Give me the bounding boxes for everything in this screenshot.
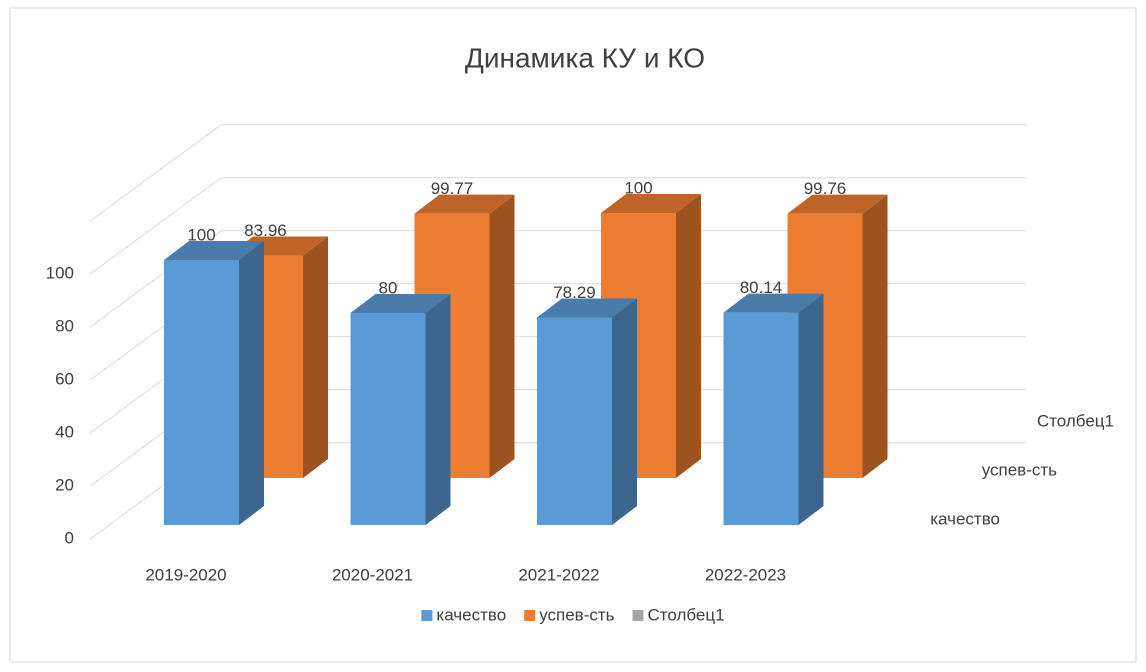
chart-title: Динамика КУ и КО xyxy=(465,42,705,73)
bar-side xyxy=(303,236,328,478)
y-tick-label: 100 xyxy=(46,264,74,283)
legend-swatch xyxy=(524,610,536,621)
x-tick-label: 2021-2022 xyxy=(518,565,599,584)
data-label: 80.14 xyxy=(740,278,783,297)
data-label: 78.29 xyxy=(553,283,596,302)
legend-label: Столбец1 xyxy=(648,605,725,624)
bar-top xyxy=(350,294,451,313)
data-label: 80 xyxy=(379,278,398,297)
bar-side xyxy=(676,194,701,478)
data-label: 99.76 xyxy=(804,179,847,198)
bar-side xyxy=(612,298,637,525)
depth-label: качество xyxy=(930,509,1000,528)
x-tick-label: 2020-2021 xyxy=(332,565,413,584)
y-tick-label: 80 xyxy=(55,317,74,336)
bar-top xyxy=(537,298,637,318)
legend-label: успев-сть xyxy=(539,605,614,624)
y-tick-label: 0 xyxy=(65,529,74,548)
depth-label: Столбец1 xyxy=(1037,411,1114,430)
depth-label: успев-сть xyxy=(982,460,1057,479)
data-label: 83.96 xyxy=(244,221,287,240)
bar-top xyxy=(164,241,264,260)
y-tick-label: 40 xyxy=(55,423,74,442)
data-label: 100 xyxy=(187,225,215,244)
wall-top xyxy=(89,124,1026,222)
legend-swatch xyxy=(421,610,433,621)
bar-side xyxy=(862,194,888,479)
y-tick-label: 20 xyxy=(55,476,74,495)
legend-swatch xyxy=(632,610,644,621)
grid-line xyxy=(89,177,1026,275)
bar-side xyxy=(489,194,515,478)
bar-side xyxy=(798,293,824,525)
bar-top xyxy=(601,194,701,213)
legend-label: качество xyxy=(436,605,506,624)
data-label: 100 xyxy=(624,178,652,197)
bar-side xyxy=(239,241,264,525)
y-tick-label: 60 xyxy=(55,370,74,389)
bar xyxy=(164,260,239,525)
x-tick-label: 2019-2020 xyxy=(145,565,226,584)
bar xyxy=(723,312,799,525)
bar xyxy=(350,313,426,525)
legend: качество успев-сть Столбец1 xyxy=(421,605,725,624)
bar-top xyxy=(787,194,888,214)
bar-top xyxy=(414,194,515,214)
grid-line xyxy=(89,230,1026,328)
bar xyxy=(537,317,612,525)
bar-top xyxy=(723,293,824,313)
bar-side xyxy=(425,294,451,525)
x-tick-label: 2022-2023 xyxy=(705,565,786,584)
data-label: 99.77 xyxy=(431,179,474,198)
